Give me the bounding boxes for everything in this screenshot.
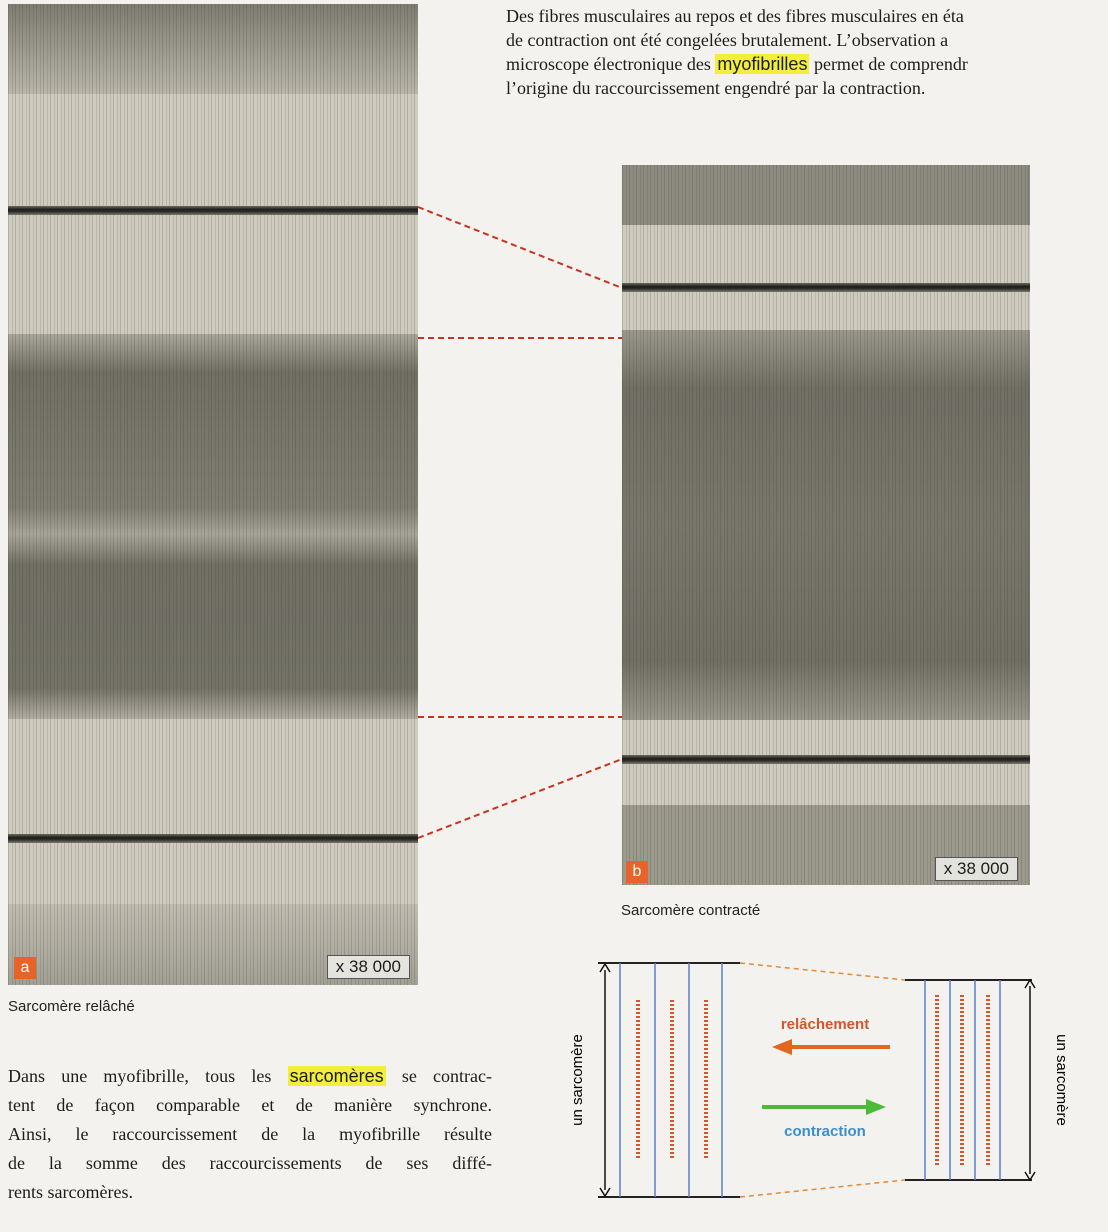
contracted-sarcomere xyxy=(905,980,1035,1180)
arrow-label: relâchement xyxy=(781,1016,869,1033)
arrow-label: contraction xyxy=(784,1123,866,1140)
projection-lines xyxy=(740,963,905,1197)
sarcomere-label: un sarcomère xyxy=(569,1034,586,1126)
arrow-head xyxy=(866,1099,886,1115)
arrow-head xyxy=(772,1039,792,1055)
relaxed-sarcomere xyxy=(598,963,740,1197)
sarcomere-label: un sarcomère xyxy=(1053,1034,1070,1126)
page: {"intro": {"lines": [ ["Des fibres muscu… xyxy=(0,0,1108,1232)
diagram-layer: un sarcomère un sarcomère relâchement co… xyxy=(0,0,1108,1232)
connector-lines xyxy=(418,207,622,838)
